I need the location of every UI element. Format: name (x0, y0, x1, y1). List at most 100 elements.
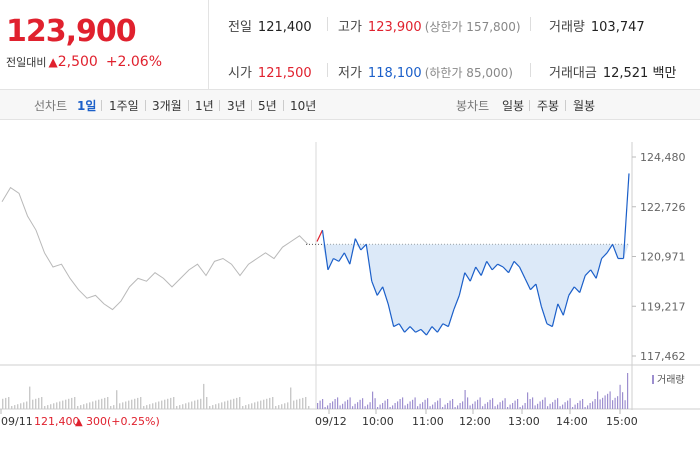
prev-volume-bar (113, 405, 115, 409)
prev-volume-bar (134, 398, 136, 409)
volume-bar (544, 397, 546, 409)
tab-daily-candle[interactable]: 일봉 (502, 99, 525, 113)
volume-bar (569, 398, 571, 409)
price-line-segment (579, 275, 586, 293)
prev-volume-bar (185, 403, 187, 409)
prev-volume-bar (296, 399, 298, 409)
prev-volume-bar (5, 397, 7, 409)
volume-bar (559, 406, 561, 409)
volume-bar (357, 402, 359, 409)
price-line-segment (557, 303, 564, 316)
high-value: 123,900 (367, 20, 422, 35)
volume-bar (364, 406, 366, 409)
volume-bar (359, 399, 361, 409)
volume-bar (332, 401, 334, 409)
prev-volume-bar (233, 398, 235, 409)
y-tick-label: 122,726 (640, 201, 686, 214)
x-tick-label: 14:00 (556, 415, 588, 428)
prev-volume-bar (32, 399, 34, 409)
tab-1week[interactable]: 1주일 (109, 99, 139, 113)
divider (530, 63, 531, 77)
volume-bar (402, 397, 404, 409)
prev-volume-bar (218, 403, 220, 409)
volume-bar (587, 405, 589, 409)
prev-volume-bar (290, 387, 292, 409)
price-line-segment (595, 258, 603, 279)
volume-bar (334, 399, 336, 409)
tab-3years[interactable]: 3년 (227, 99, 246, 113)
divider (327, 63, 328, 77)
prev-volume-bar (14, 405, 16, 409)
volume-bar (557, 398, 559, 409)
volume-bar (377, 407, 379, 409)
volume-bar (352, 406, 354, 409)
prev-volume-bar (86, 403, 88, 409)
price-line-segment (590, 269, 597, 279)
price-chart[interactable]: 124,480 122,726 120,971 119,217 117,462 거래량 09… (0, 120, 700, 450)
prev-volume-bar (176, 406, 178, 409)
price-line-segment (458, 272, 466, 296)
prev-volume-bar (98, 399, 100, 409)
prev-volume-bar (158, 401, 160, 409)
prev-volume-bar (62, 400, 64, 409)
price-line-segment (568, 286, 575, 296)
price-line-segment (606, 244, 614, 254)
price-line-segment (546, 323, 553, 328)
price-box: 123,900 전일대비 ▲2,500 +2.06% (0, 0, 209, 90)
volume-bar (382, 403, 384, 409)
volume-bar (564, 402, 566, 409)
volume-bar (404, 405, 406, 409)
volume-bar (452, 399, 454, 409)
low-label: 저가 (338, 66, 362, 81)
prev-volume-bar (212, 405, 214, 409)
prev-volume-bar (80, 405, 82, 409)
prev-volume-bar (20, 403, 22, 409)
price-chart-svg: 124,480 122,726 120,971 119,217 117,462 거래량 09… (0, 142, 700, 428)
tab-10years[interactable]: 10년 (290, 99, 317, 113)
price-line-segment (612, 244, 619, 259)
prev-volume-bar (305, 397, 307, 409)
prev-volume-bar (59, 401, 61, 409)
tab-monthly-candle[interactable]: 월봉 (573, 99, 596, 113)
tab-5years[interactable]: 5년 (258, 99, 277, 113)
change-amount: 2,500 (57, 54, 98, 70)
volume-bar (624, 400, 626, 409)
volume-bar (439, 398, 441, 409)
volume-bar (519, 407, 521, 409)
divider (188, 100, 189, 111)
volume-bar (604, 395, 606, 409)
line-chart-label: 선차트 (34, 99, 68, 113)
volume-bar (627, 373, 629, 409)
prev-volume-bar (152, 403, 154, 409)
volume-bar (422, 402, 424, 409)
prev-volume-bar (71, 397, 73, 409)
volume-bar (577, 403, 579, 409)
prev-volume-bar (236, 397, 238, 409)
volume-bar (442, 407, 444, 409)
tab-3months[interactable]: 3개월 (152, 99, 182, 113)
prev-volume-bar (203, 383, 205, 409)
prev-volume-bar (191, 401, 193, 409)
volume-bar (524, 403, 526, 409)
divider (529, 100, 530, 111)
price-line-segment (316, 229, 324, 242)
x-tick-label: 09/12 (315, 415, 347, 428)
tab-1day[interactable]: 1일 (77, 99, 97, 113)
price-line-segment (404, 326, 411, 333)
volume-bar (537, 403, 539, 409)
prev-volume-bar (116, 390, 118, 409)
price-line-segment (365, 244, 373, 282)
price-line-segment (338, 252, 345, 262)
tab-weekly-candle[interactable]: 주봉 (537, 99, 560, 113)
volume-bar (567, 400, 569, 409)
prev-volume-bar (164, 399, 166, 409)
y-tick-label: 119,217 (640, 300, 686, 313)
prev-volume-bar (272, 397, 274, 409)
volume-bar (354, 403, 356, 409)
volume-bar (572, 407, 574, 409)
volume-bar (514, 400, 516, 409)
tab-1year[interactable]: 1년 (195, 99, 214, 113)
volume-legend-label: 거래량 (657, 374, 685, 386)
price-line-segment (398, 323, 406, 333)
y-tick-label: 117,462 (640, 350, 686, 363)
